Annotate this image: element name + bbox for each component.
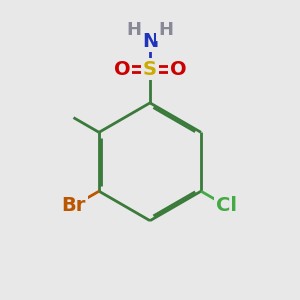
Text: O: O	[170, 59, 186, 79]
Text: Cl: Cl	[216, 196, 237, 215]
Text: H: H	[158, 21, 173, 39]
Text: H: H	[127, 21, 142, 39]
Text: Br: Br	[61, 196, 86, 215]
Text: N: N	[142, 32, 158, 51]
Text: S: S	[143, 59, 157, 79]
Text: O: O	[114, 59, 130, 79]
